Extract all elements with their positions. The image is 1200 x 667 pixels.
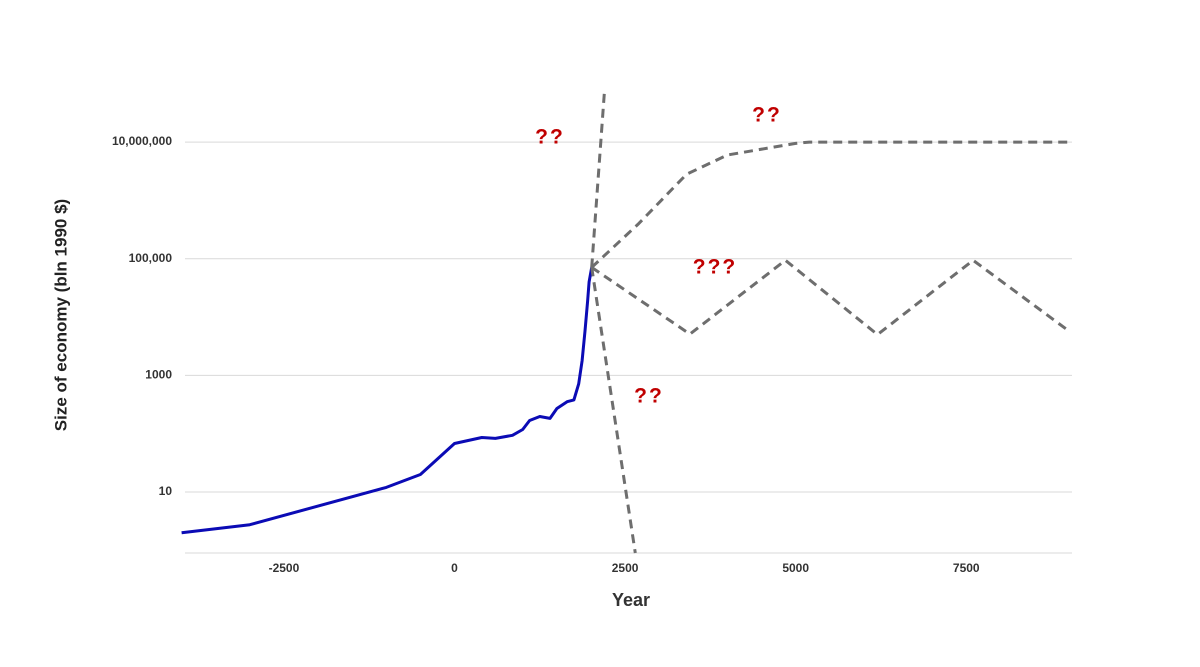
x-tick-label: 5000 bbox=[782, 561, 809, 575]
x-tick-label: 0 bbox=[451, 561, 458, 575]
history-line bbox=[181, 267, 594, 535]
x-tick-label: 7500 bbox=[953, 561, 980, 575]
y-tick-label: 100,000 bbox=[129, 251, 173, 265]
annotation: ?? bbox=[634, 385, 664, 408]
scenario-line bbox=[590, 267, 637, 554]
x-tick-label: 2500 bbox=[612, 561, 639, 575]
x-axis-title: Year bbox=[612, 590, 650, 610]
scenario-line bbox=[590, 258, 1070, 337]
annotation: ?? bbox=[535, 126, 565, 149]
y-tick-label: 10,000,000 bbox=[112, 134, 172, 148]
annotation: ??? bbox=[693, 256, 737, 279]
scenario-line bbox=[590, 140, 1069, 269]
y-axis-title: Size of economy (bln 1990 $) bbox=[51, 199, 70, 431]
scenario-line bbox=[590, 89, 607, 268]
annotation: ?? bbox=[752, 104, 782, 127]
x-tick-label: -2500 bbox=[269, 561, 300, 575]
y-tick-label: 1000 bbox=[145, 368, 172, 382]
y-tick-label: 10 bbox=[159, 484, 173, 498]
